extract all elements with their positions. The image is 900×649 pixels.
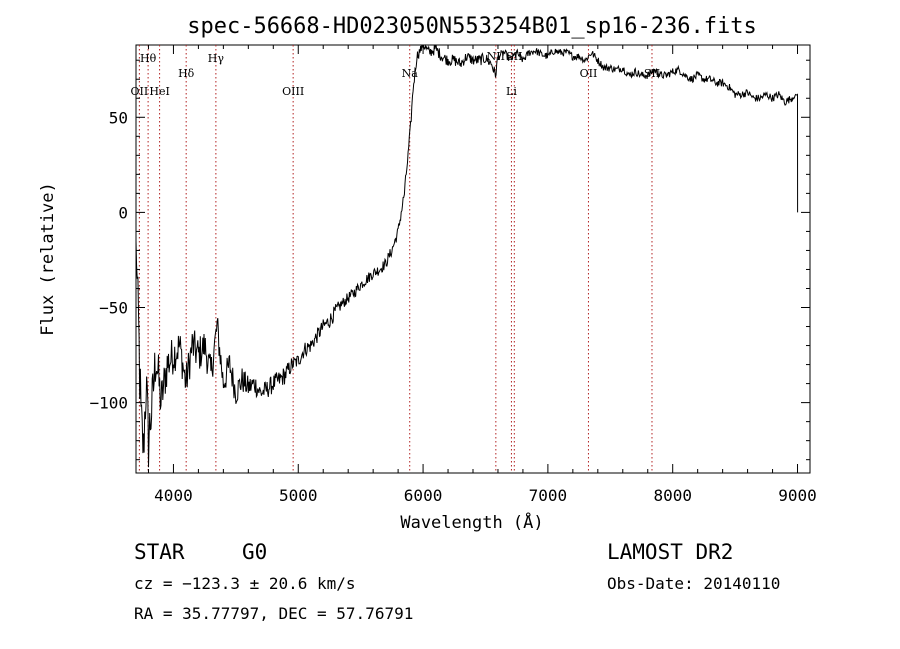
line-label-10: OII (580, 67, 598, 80)
y-tick-label--100: −100 (89, 394, 128, 413)
object-subclass: G0 (242, 540, 268, 564)
spectrum-line (135, 44, 799, 468)
x-tick-label-5000: 5000 (279, 486, 318, 505)
y-tick-label-50: 50 (109, 108, 128, 127)
x-tick-label-8000: 8000 (653, 486, 692, 505)
y-axis-ticks: −100 −50 0 50 (89, 59, 810, 461)
x-tick-label-9000: 9000 (778, 486, 817, 505)
x-tick-label-7000: 7000 (529, 486, 568, 505)
chart-title: spec-56668-HD023050N553254B01_sp16-236.f… (187, 14, 757, 39)
line-label-3: Hδ (178, 67, 195, 80)
line-label-4: Hγ (208, 52, 225, 65)
y-tick-label-0: 0 (118, 203, 128, 222)
line-label-1: OII (131, 85, 149, 98)
x-tick-label-4000: 4000 (154, 486, 193, 505)
survey-name: LAMOST DR2 (607, 540, 734, 564)
redshift-cz: cz = −123.3 ± 20.6 km/s (134, 574, 356, 593)
line-label-8: Li (506, 85, 517, 98)
x-tick-label-6000: 6000 (404, 486, 443, 505)
line-label-2: HeI (149, 85, 169, 98)
object-class: STAR (134, 540, 185, 564)
plot-frame (135, 44, 811, 474)
y-tick-label--50: −50 (99, 299, 128, 318)
line-markers (138, 45, 653, 473)
line-label-0: Hθ (140, 52, 157, 65)
x-axis-ticks: 4000 5000 6000 7000 8000 9000 (147, 45, 817, 505)
y-axis-label: Flux (relative) (38, 182, 58, 336)
x-axis-label: Wavelength (Å) (400, 511, 543, 533)
line-label-5: OIII (282, 85, 304, 98)
coordinates: RA = 35.77797, DEC = 57.76791 (134, 604, 414, 623)
obs-date: Obs-Date: 20140110 (607, 574, 781, 593)
